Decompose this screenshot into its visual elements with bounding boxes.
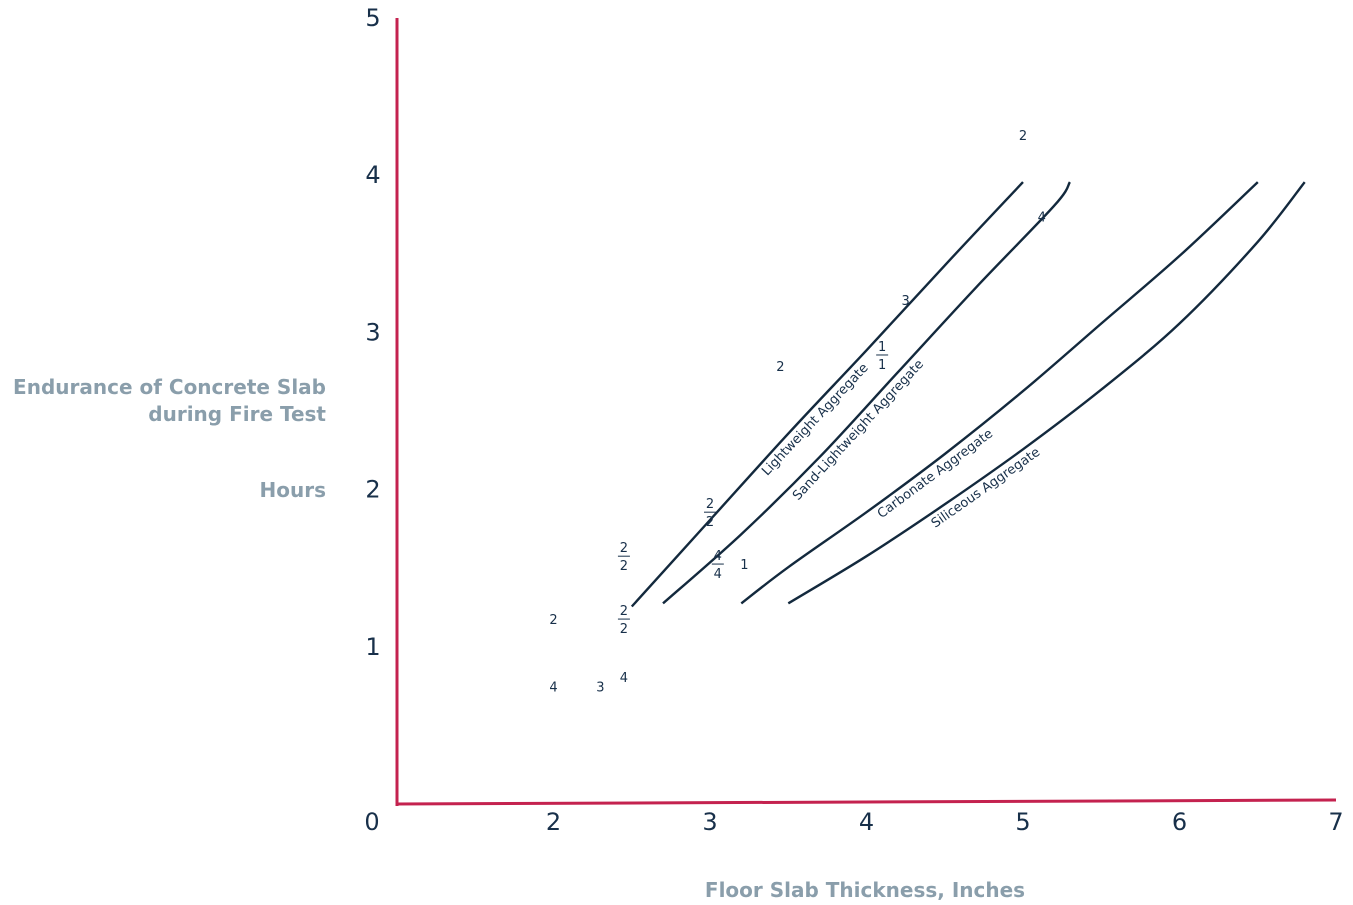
y-tick-2: 2 [365, 476, 380, 504]
annotation-fraction-top: 2 [620, 604, 628, 619]
curve-siliceous-aggregate [787, 181, 1306, 605]
x-tick-4: 4 [859, 808, 874, 836]
y-tick-1: 1 [365, 633, 380, 661]
x-axis-title: Floor Slab Thickness, Inches [705, 878, 1025, 902]
annotation-fraction-bottom: 2 [706, 515, 714, 530]
annotation-label: 4 [549, 681, 557, 696]
annotation-fraction-top: 1 [878, 340, 886, 355]
annotation-fraction-bottom: 1 [878, 358, 886, 373]
y-tick-5: 5 [365, 4, 380, 32]
curve-lightweight-aggregate [630, 181, 1024, 608]
x-tick-7: 7 [1328, 808, 1343, 836]
x-tick-5: 5 [1015, 808, 1030, 836]
annotation-fraction-top: 2 [706, 497, 714, 512]
annotation-label: 1 [740, 558, 748, 573]
annotation-label: 2 [1019, 129, 1027, 144]
x-tick-labels: 2 3 4 5 6 7 [546, 808, 1344, 836]
curve-carbonate-aggregate [740, 181, 1259, 605]
y-tick-4: 4 [365, 161, 380, 189]
y-axis-title-line2: during Fire Test [148, 402, 326, 426]
curves [630, 181, 1306, 608]
annotation-label: 3 [901, 294, 909, 309]
annotation-label: 2 [549, 613, 557, 628]
y-axis-title-line1: Endurance of Concrete Slab [13, 375, 326, 399]
annotation-fraction-bottom: 4 [714, 567, 722, 582]
y-axis-title-unit: Hours [260, 478, 326, 502]
annotation-label: 4 [620, 671, 628, 686]
annotation-label: 2 [776, 360, 784, 375]
x-tick-6: 6 [1172, 808, 1187, 836]
y-tick-3: 3 [365, 318, 380, 346]
annotation-fraction-bottom: 2 [620, 559, 628, 574]
annotation-label: 4 [1038, 211, 1046, 226]
x-tick-3: 3 [702, 808, 717, 836]
annotations: 2 4 3 1 1 2 2 2 4 4 1 2 2 2 2 2 4 3 4 [549, 129, 1046, 696]
origin-label: 0 [364, 808, 379, 836]
annotation-fraction-top: 4 [714, 549, 722, 564]
x-axis [395, 798, 1337, 806]
annotation-fraction-bottom: 2 [620, 622, 628, 637]
curve-sand-lightweight-aggregate [662, 181, 1071, 605]
curve-label-carbonate-aggregate: Carbonate Aggregate [875, 426, 996, 521]
x-tick-2: 2 [546, 808, 561, 836]
annotation-label: 3 [596, 681, 604, 696]
annotation-fraction-top: 2 [620, 541, 628, 556]
y-tick-labels: 1 2 3 4 5 [365, 4, 380, 661]
